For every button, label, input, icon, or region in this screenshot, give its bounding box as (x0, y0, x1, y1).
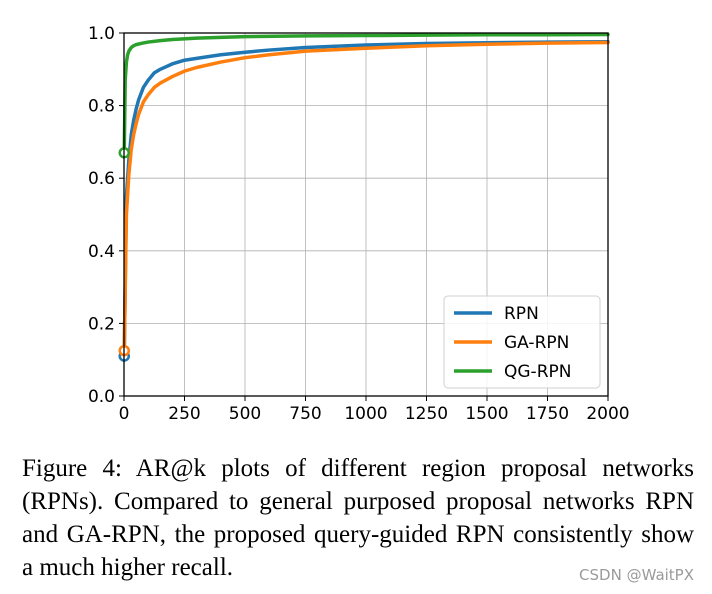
x-tick-label: 1750 (526, 404, 569, 424)
series-line-rpn (122, 39, 610, 358)
x-tick-label: 1250 (405, 404, 448, 424)
y-tick-label: 0.8 (88, 97, 115, 117)
grid-lines (123, 32, 609, 397)
series-line-qg-rpn (122, 32, 610, 155)
x-tick-label: 1000 (344, 404, 387, 424)
x-tick-label: 1500 (465, 404, 508, 424)
legend-box (443, 295, 601, 389)
y-tick-label: 0.4 (88, 242, 115, 262)
y-tick-label: 1.0 (88, 24, 115, 44)
legend: RPN GA-RPN QG-RPN (443, 295, 601, 389)
y-tick-label: 0.2 (88, 314, 115, 334)
series-lines (122, 32, 610, 358)
y-tick-label: 0.0 (88, 387, 115, 407)
ar-at-k-chart: 0 250 500 750 1000 1250 1500 1750 2000 0.0 0.2 0.4 0… (88, 24, 630, 424)
legend-label-ga-rpn: GA-RPN (504, 333, 569, 353)
x-tick-label: 0 (119, 404, 130, 424)
figure-caption: Figure 4: AR@k plots of different region… (22, 455, 694, 581)
x-tick-label: 250 (168, 404, 200, 424)
x-tick-label: 500 (229, 404, 261, 424)
watermark: CSDN @WaitPX (577, 566, 696, 584)
legend-label-rpn: RPN (504, 304, 539, 324)
legend-label-qg-rpn: QG-RPN (504, 362, 571, 382)
series-line-ga-rpn (122, 40, 610, 353)
y-tick-label: 0.6 (88, 169, 115, 189)
axis-ticks: 0 250 500 750 1000 1250 1500 1750 2000 0.0 0.2 0.4 0… (88, 24, 630, 424)
x-tick-label: 750 (289, 404, 321, 424)
x-tick-label: 2000 (586, 404, 629, 424)
